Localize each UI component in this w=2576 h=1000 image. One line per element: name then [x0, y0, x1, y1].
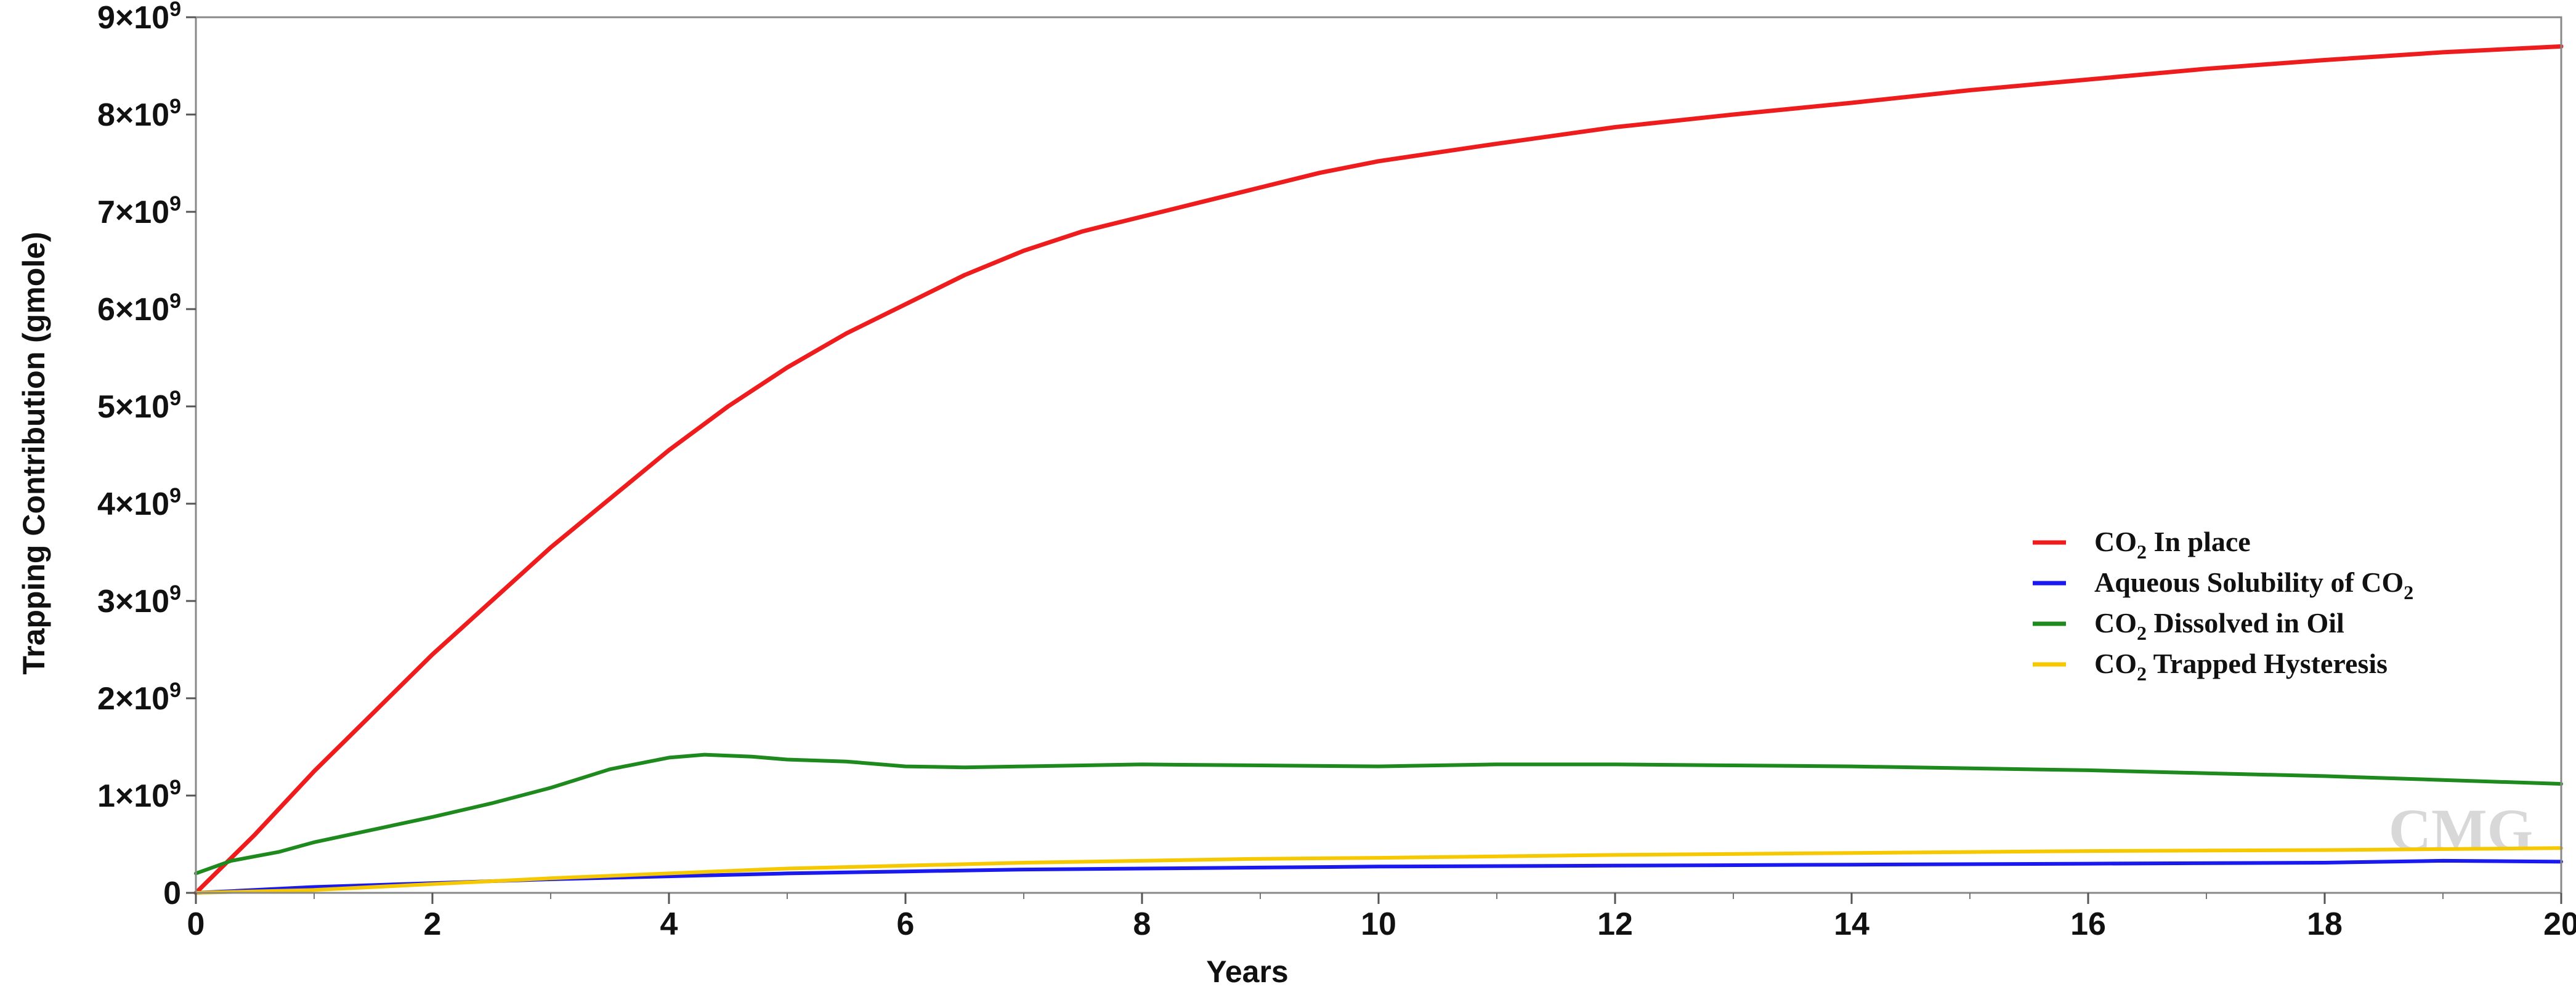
- y-tick-label: 9×109: [97, 0, 181, 36]
- x-axis: 0 2 4 6 8 10 12 14 16 18 20: [187, 893, 2576, 942]
- x-tick-label: 18: [2307, 906, 2343, 942]
- series-line-3: [194, 846, 2563, 895]
- x-tick-label: 14: [1834, 906, 1869, 942]
- series-layer: [193, 44, 2564, 895]
- y-tick-label: 5×109: [97, 387, 181, 425]
- y-tick-label: 1×109: [97, 776, 181, 814]
- y-axis-title: Trapping Contribution (gmole): [17, 232, 51, 674]
- watermark: CMG: [2389, 797, 2533, 863]
- y-tick-label: 6×109: [97, 289, 181, 328]
- x-axis-title: Years: [1206, 954, 1288, 989]
- legend-label: CO2 Trapped Hysteresis: [2094, 648, 2388, 685]
- series-line-0: [193, 44, 2564, 895]
- series-line-2: [194, 752, 2563, 876]
- x-tick-label: 2: [424, 906, 442, 942]
- legend-label: CO2 Dissolved in Oil: [2094, 607, 2344, 644]
- y-tick-label: 3×109: [97, 581, 181, 619]
- y-tick-label: 8×109: [97, 95, 181, 133]
- x-tick-label: 0: [187, 906, 205, 942]
- legend-label: Aqueous Solubility of CO2: [2094, 567, 2413, 603]
- y-tick-label: 2×109: [97, 679, 181, 717]
- cmg-watermark: CMG: [2389, 797, 2533, 863]
- legend: CO2 In place Aqueous Solubility of CO2 CO2…: [2033, 526, 2413, 685]
- y-tick-label: 0: [163, 876, 181, 911]
- y-tick-label: 4×109: [97, 484, 181, 522]
- y-tick-label: 7×109: [97, 192, 181, 230]
- y-axis: 0 1×109 2×109 3×109 4×109 5×109 6×109 7×109 8×10…: [97, 0, 196, 911]
- x-tick-label: 4: [660, 906, 678, 942]
- x-tick-label: 20: [2543, 906, 2576, 942]
- x-tick-label: 12: [1597, 906, 1633, 942]
- legend-label: CO2 In place: [2094, 526, 2251, 563]
- x-tick-label: 10: [1361, 906, 1396, 942]
- x-tick-label: 8: [1133, 906, 1151, 942]
- x-tick-label: 16: [2070, 906, 2106, 942]
- x-tick-label: 6: [897, 906, 915, 942]
